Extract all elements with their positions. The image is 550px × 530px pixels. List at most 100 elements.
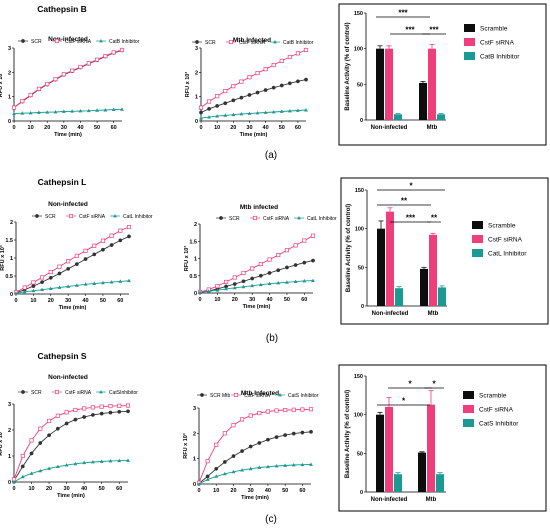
- y-tick-label: 2: [8, 428, 11, 434]
- series-line: [13, 49, 123, 108]
- x-tick-label: 10: [214, 297, 220, 303]
- legend-marker: [297, 216, 301, 220]
- chart-subtitle: Mtb infected: [240, 204, 278, 211]
- data-point: [258, 261, 263, 267]
- data-point: [90, 405, 95, 410]
- legend-marker: [21, 39, 25, 43]
- data-point: [70, 109, 75, 113]
- x-tick-label: 30: [249, 297, 255, 303]
- data-point: [276, 253, 281, 258]
- data-point: [215, 288, 220, 292]
- legend-label: CstF siRNA: [79, 214, 106, 220]
- legend-swatch: [472, 249, 483, 257]
- data-point: [308, 407, 314, 412]
- legend-label: CstF siRNA: [479, 407, 514, 414]
- data-point: [95, 108, 99, 112]
- data-point: [45, 110, 50, 114]
- data-point: [92, 281, 97, 285]
- x-tick-label: 10: [213, 488, 219, 494]
- data-point: [66, 266, 71, 271]
- x-tick-label: 10: [214, 125, 220, 131]
- data-point: [126, 224, 132, 230]
- x-tick-label: 50: [282, 488, 288, 494]
- x-tick-label: 20: [44, 125, 50, 131]
- series-line: [199, 280, 314, 293]
- bar: [419, 82, 427, 120]
- data-point: [231, 454, 236, 459]
- y-tick-label: 50: [357, 451, 363, 457]
- data-point: [40, 275, 45, 280]
- x-tick-label: 40: [81, 486, 87, 492]
- legend-swatch: [472, 235, 483, 243]
- data-point: [291, 431, 296, 436]
- data-point: [126, 409, 130, 414]
- y-axis-label: RFU x 10³: [0, 72, 4, 98]
- data-point: [117, 403, 122, 408]
- data-point: [74, 253, 79, 258]
- data-point: [109, 243, 114, 247]
- data-point: [258, 273, 263, 278]
- bar: [386, 211, 394, 306]
- legend-swatch: [464, 52, 475, 60]
- data-point: [31, 280, 36, 285]
- chart-subtitle: Mtb Infected: [241, 390, 279, 397]
- data-point: [70, 68, 75, 73]
- data-point: [240, 449, 244, 453]
- data-point: [296, 108, 300, 112]
- y-axis-label: Baseline Activity (% of control): [345, 390, 351, 478]
- y-tick-label: 0: [195, 119, 198, 125]
- data-point: [257, 441, 262, 445]
- data-point: [20, 111, 25, 115]
- data-point: [248, 444, 253, 449]
- bar: [385, 48, 393, 120]
- data-point: [291, 463, 296, 467]
- legend-label: CatB Inhibitor: [109, 39, 140, 45]
- x-tick-label: 40: [77, 125, 83, 131]
- data-point: [20, 453, 25, 459]
- data-point: [29, 451, 34, 456]
- legend-label: Scramble: [479, 393, 507, 400]
- data-point: [247, 111, 252, 115]
- y-tick-label: 150: [355, 188, 364, 194]
- data-point: [257, 411, 262, 416]
- data-point: [248, 413, 253, 418]
- data-point: [255, 110, 260, 115]
- data-point: [302, 260, 307, 265]
- data-point: [99, 411, 104, 416]
- data-point: [73, 417, 78, 422]
- legend-marker: [228, 39, 234, 45]
- chart-subtitle: Mtb Infected: [233, 37, 271, 44]
- category-label: Mtb: [426, 497, 437, 503]
- data-point: [279, 83, 284, 88]
- legend-label: CstF siRNA: [480, 40, 515, 47]
- y-tick-label: 2: [194, 222, 197, 228]
- x-tick-label: 10: [28, 486, 34, 492]
- bar: [427, 404, 435, 492]
- x-tick-label: 30: [61, 125, 67, 131]
- y-tick-label: 1: [10, 256, 13, 262]
- bar: [395, 288, 403, 306]
- legend-label: Scramble: [480, 26, 508, 33]
- data-point: [276, 280, 281, 285]
- data-point: [222, 460, 227, 464]
- x-axis-label: Time (min): [57, 493, 85, 499]
- data-point: [20, 464, 25, 469]
- data-point: [223, 113, 228, 117]
- data-point: [91, 413, 95, 417]
- significance-label: ***: [405, 26, 415, 35]
- legend-label: CstF siRNA: [244, 393, 271, 399]
- bar-chart: 0 50 100 150 Baseline Activity (% of control…: [338, 364, 547, 512]
- panel-label: (a): [265, 150, 277, 161]
- legend-swatch: [472, 221, 483, 229]
- series-line: [15, 280, 130, 294]
- significance-label: *: [402, 397, 406, 406]
- y-tick-label: 3: [193, 406, 196, 412]
- data-point: [231, 112, 236, 117]
- y-tick-label: 0: [361, 304, 364, 310]
- data-point: [91, 459, 95, 464]
- data-point: [241, 284, 246, 289]
- data-point: [231, 84, 236, 89]
- data-point: [92, 252, 97, 257]
- legend-label: SCR: [45, 214, 56, 220]
